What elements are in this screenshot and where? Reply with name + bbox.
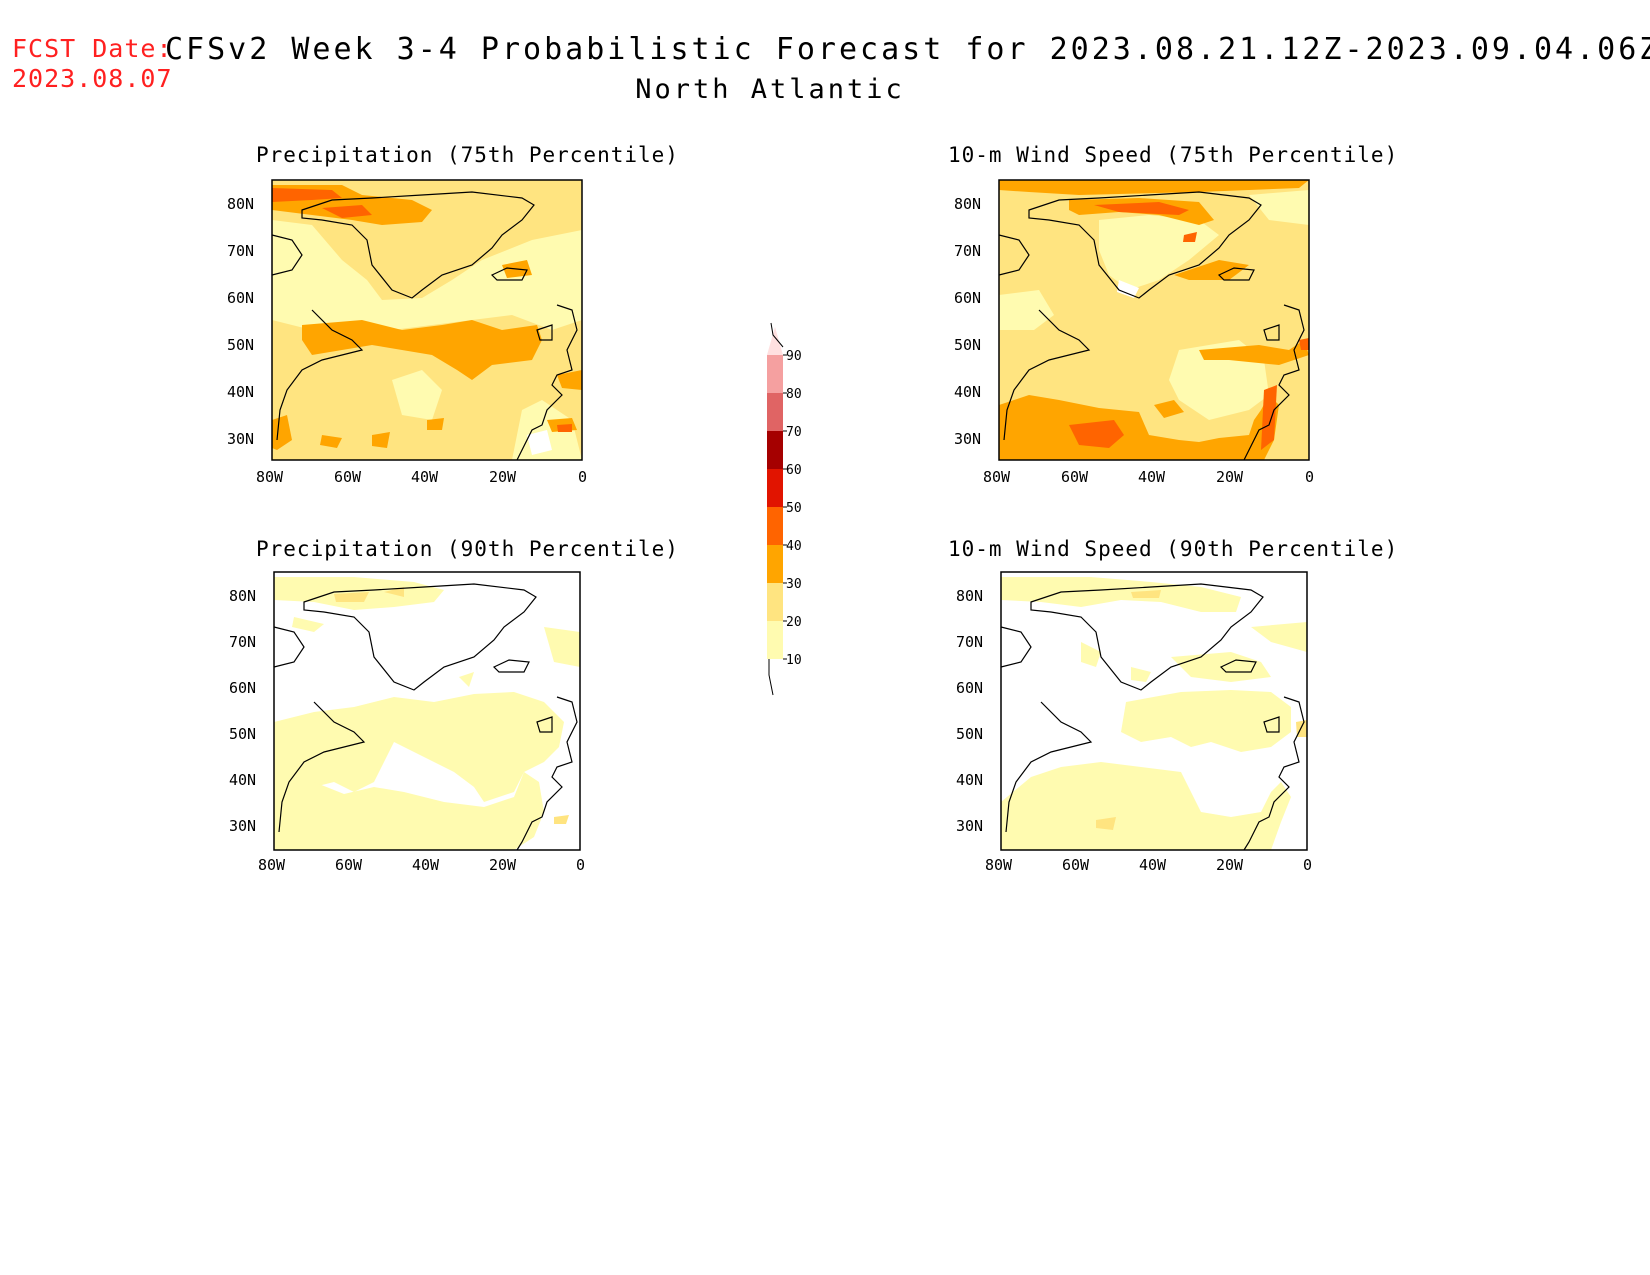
lat-tick: 70N xyxy=(229,633,257,651)
lat-tick: 60N xyxy=(956,679,984,697)
colorbar-tick: 20 xyxy=(786,615,802,630)
map-wind90 xyxy=(1000,571,1308,851)
lon-tick: 0 xyxy=(1303,856,1313,874)
lat-tick: 40N xyxy=(954,383,982,401)
panel-title-wind90: 10-m Wind Speed (90th Percentile) xyxy=(948,537,1399,561)
lon-tick: 0 xyxy=(578,468,588,486)
lon-tick: 60W xyxy=(334,468,362,486)
lon-tick: 60W xyxy=(1062,856,1090,874)
colorbar-tick: 70 xyxy=(786,425,802,440)
panel-title-precip90: Precipitation (90th Percentile) xyxy=(256,537,679,561)
main-title: CFSv2 Week 3-4 Probabilistic Forecast fo… xyxy=(165,32,1650,67)
lat-tick: 60N xyxy=(227,289,255,307)
colorbar-tick: 50 xyxy=(786,501,802,516)
lat-tick: 60N xyxy=(954,289,982,307)
lat-tick: 40N xyxy=(227,383,255,401)
lon-tick: 80W xyxy=(983,468,1011,486)
lat-tick: 80N xyxy=(227,195,255,213)
colorbar-tick: 40 xyxy=(786,539,802,554)
lon-tick: 80W xyxy=(256,468,284,486)
lat-tick: 50N xyxy=(227,336,255,354)
colorbar-cell xyxy=(767,507,783,545)
colorbar-cell xyxy=(767,393,783,431)
lat-tick: 80N xyxy=(229,587,257,605)
lat-tick: 80N xyxy=(956,587,984,605)
lon-tick: 20W xyxy=(489,468,517,486)
lon-tick: 40W xyxy=(1139,856,1167,874)
lon-tick: 40W xyxy=(412,856,440,874)
panel-title-precip75: Precipitation (75th Percentile) xyxy=(256,143,679,167)
map-precip90 xyxy=(273,571,581,851)
lon-tick: 60W xyxy=(335,856,363,874)
colorbar-tick: 80 xyxy=(786,387,802,402)
lat-tick: 30N xyxy=(229,817,257,835)
colorbar-tick: 90 xyxy=(786,349,802,364)
colorbar xyxy=(767,322,787,696)
lat-tick: 70N xyxy=(227,242,255,260)
colorbar-cells xyxy=(767,327,787,660)
colorbar-tick: 60 xyxy=(786,463,802,478)
colorbar-cell xyxy=(767,355,783,393)
panel-title-wind75: 10-m Wind Speed (75th Percentile) xyxy=(948,143,1399,167)
map-wind75 xyxy=(998,179,1310,461)
colorbar-tick: 30 xyxy=(786,577,802,592)
lat-tick: 50N xyxy=(956,725,984,743)
colorbar-top-cap xyxy=(767,327,783,355)
lat-tick: 70N xyxy=(954,242,982,260)
lat-tick: 70N xyxy=(956,633,984,651)
lat-tick: 80N xyxy=(954,195,982,213)
map-precip75 xyxy=(271,179,583,461)
lon-tick: 40W xyxy=(1138,468,1166,486)
lat-tick: 30N xyxy=(956,817,984,835)
lon-tick: 60W xyxy=(1061,468,1089,486)
colorbar-cell xyxy=(767,545,783,583)
fcst-date-value: 2023.08.07 xyxy=(12,64,173,93)
colorbar-cell xyxy=(767,621,783,659)
colorbar-tick: 10 xyxy=(786,653,802,668)
fcst-date-label: FCST Date: xyxy=(12,34,173,63)
lon-tick: 0 xyxy=(1305,468,1315,486)
colorbar-cell xyxy=(767,431,783,469)
colorbar-cell xyxy=(767,469,783,507)
colorbar-cell xyxy=(767,583,783,621)
lat-tick: 50N xyxy=(229,725,257,743)
lat-tick: 30N xyxy=(227,430,255,448)
lon-tick: 0 xyxy=(576,856,586,874)
lon-tick: 20W xyxy=(1216,856,1244,874)
lat-tick: 50N xyxy=(954,336,982,354)
lat-tick: 40N xyxy=(229,771,257,789)
lon-tick: 80W xyxy=(985,856,1013,874)
lon-tick: 20W xyxy=(489,856,517,874)
lon-tick: 80W xyxy=(258,856,286,874)
lon-tick: 20W xyxy=(1216,468,1244,486)
lat-tick: 30N xyxy=(954,430,982,448)
lat-tick: 40N xyxy=(956,771,984,789)
region-subtitle: North Atlantic xyxy=(635,74,905,105)
lat-tick: 60N xyxy=(229,679,257,697)
lon-tick: 40W xyxy=(411,468,439,486)
